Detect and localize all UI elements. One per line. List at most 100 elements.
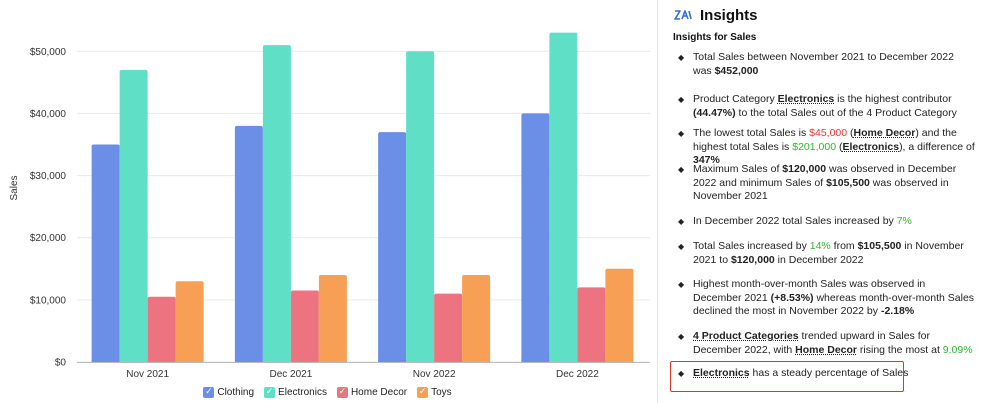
insight-text: is the highest contributor <box>834 93 952 105</box>
bar-clothing-2[interactable] <box>378 132 407 362</box>
insight-text: rising the most at <box>857 343 943 356</box>
bar-clothing-1[interactable] <box>234 125 263 362</box>
insight-text: ( <box>847 127 854 139</box>
x-tick-label: Dec 2022 <box>556 369 599 380</box>
legend-label: Toys <box>431 386 452 398</box>
bar-toys-1[interactable] <box>318 275 347 362</box>
insight-text: in November 2021 to <box>693 240 964 266</box>
bar-electronics-1[interactable] <box>262 45 291 362</box>
y-tick-label: $0 <box>55 358 67 369</box>
chart-panel: $0 $10,000 $20,000 $30,000 $40,000 $50,000 Nov… <box>0 32 655 401</box>
insight-item: ◆ 4 Product Categories trended upward in … <box>675 330 975 357</box>
insight-item: ◆ Maximum Sales of $120,000 was observed … <box>675 163 975 204</box>
bullet-icon: ◆ <box>678 129 685 138</box>
insight-text: in December 2022 <box>774 253 864 266</box>
legend-item-toys[interactable]: ✓ Toys <box>417 386 452 398</box>
legend-checkbox-icon[interactable]: ✓ <box>203 386 215 398</box>
insight-item: ◆ Highest month-over-month Sales was obse… <box>675 278 975 319</box>
x-tick-label: Dec 2021 <box>269 369 312 380</box>
insight-text: ) and the highest total Sales is <box>693 127 957 153</box>
bar-home-decor-0[interactable] <box>147 296 176 362</box>
bar-clothing-0[interactable] <box>91 144 120 363</box>
insight-item: ◆ Total Sales increased by 14% from $105,… <box>675 240 975 267</box>
insight-text: was observed in November 2021 <box>693 176 949 203</box>
legend-label: Electronics <box>278 386 327 398</box>
chart-legend: ✓ Clothing ✓ Electronics ✓ Home Decor ✓ Toys <box>0 383 655 401</box>
insight-text: (+8.53%) <box>770 291 814 304</box>
x-tick-label: Nov 2022 <box>413 369 456 380</box>
insight-text: whereas month-over-month Sales declined … <box>693 291 975 318</box>
insight-text: $105,500 <box>857 240 902 252</box>
bar-toys-0[interactable] <box>175 281 204 362</box>
insight-link[interactable]: Home Decor <box>795 343 857 356</box>
insight-text: ), a difference of <box>899 140 975 153</box>
insight-text: -2.18% <box>880 305 915 317</box>
legend-checkbox-icon[interactable]: ✓ <box>417 386 429 398</box>
bar-layer <box>91 32 634 363</box>
insights-title: Insights <box>700 6 758 24</box>
insight-text: $105,500 <box>826 176 870 189</box>
insight-item: ◆ In December 2022 total Sales increased … <box>675 215 975 229</box>
insight-item: ◆ Electronics has a steady percentage of … <box>675 367 975 381</box>
bar-electronics-2[interactable] <box>406 51 435 363</box>
bar-clothing-3[interactable] <box>521 113 550 362</box>
insight-text: $452,000 <box>714 64 759 77</box>
insight-link[interactable]: Electronics <box>842 140 900 153</box>
insight-text: 7% <box>896 215 912 227</box>
insight-text: $120,000 <box>730 253 775 266</box>
legend-checkbox-icon[interactable]: ✓ <box>264 386 276 398</box>
legend-item-home-decor[interactable]: ✓ Home Decor <box>336 386 408 398</box>
insight-item: ◆ Total Sales between November 2021 to De… <box>675 51 975 78</box>
bar-home-decor-1[interactable] <box>290 290 319 362</box>
insight-text: Total Sales increased by <box>693 240 810 252</box>
bullet-icon: ◆ <box>678 165 685 174</box>
bullet-icon: ◆ <box>678 369 685 378</box>
insight-text: to the total Sales out of the 4 Product … <box>735 106 957 119</box>
bullet-icon: ◆ <box>678 332 685 341</box>
label-layer: $0 $10,000 $20,000 $30,000 $40,000 $50,000 Nov… <box>30 47 599 380</box>
insight-text: was observed in December 2022 and minimu… <box>693 163 957 189</box>
bar-chart: $0 $10,000 $20,000 $30,000 $40,000 $50,000 Nov… <box>9 32 650 380</box>
bullet-icon: ◆ <box>678 95 685 104</box>
bullet-icon: ◆ <box>678 53 685 62</box>
insight-link[interactable]: Electronics <box>693 367 750 379</box>
y-tick-label: $30,000 <box>30 171 67 182</box>
insight-text: $201,000 <box>792 140 837 153</box>
insight-item: ◆ The lowest total Sales is $45,000 (Home… <box>675 127 975 168</box>
insight-link[interactable]: 4 Product Categories <box>693 330 799 342</box>
insight-link[interactable]: Home Decor <box>853 127 916 139</box>
y-tick-label: $10,000 <box>30 295 67 306</box>
bar-electronics-0[interactable] <box>119 69 148 362</box>
insight-link[interactable]: Electronics <box>777 93 835 105</box>
bar-toys-2[interactable] <box>462 275 491 362</box>
insight-text: 347% <box>693 154 720 166</box>
bar-toys-3[interactable] <box>605 268 634 362</box>
y-tick-label: $40,000 <box>30 109 67 120</box>
y-tick-label: $20,000 <box>30 233 67 244</box>
legend-checkbox-icon[interactable]: ✓ <box>336 386 348 398</box>
y-tick-label: $50,000 <box>30 47 67 58</box>
insights-logo-icon <box>674 10 692 20</box>
legend-item-clothing[interactable]: ✓ Clothing <box>203 386 254 398</box>
x-tick-label: Nov 2021 <box>126 369 169 380</box>
bullet-icon: ◆ <box>678 242 685 251</box>
insight-text: Product Category <box>693 93 778 105</box>
legend-item-electronics[interactable]: ✓ Electronics <box>264 386 327 398</box>
highlight-box <box>670 361 904 392</box>
bar-home-decor-2[interactable] <box>434 293 463 362</box>
insight-text: has a steady percentage of Sales <box>749 367 909 379</box>
legend-label: Home Decor <box>350 386 408 398</box>
insight-text: trended upward in Sales for December 202… <box>693 330 930 356</box>
insight-text: 9.09% <box>942 343 973 356</box>
insight-text: 14% <box>809 240 831 252</box>
bullet-icon: ◆ <box>678 217 685 226</box>
bar-electronics-3[interactable] <box>549 32 578 363</box>
insight-text: Highest month-over-month Sales was obser… <box>693 278 926 304</box>
insight-text: $45,000 <box>809 127 848 139</box>
bar-home-decor-3[interactable] <box>577 287 606 362</box>
insight-text: $120,000 <box>782 163 827 175</box>
insights-header: Insights <box>658 0 995 30</box>
insight-text: from <box>830 240 858 252</box>
insights-subtitle: Insights for Sales <box>673 32 757 43</box>
bullet-icon: ◆ <box>678 280 685 289</box>
